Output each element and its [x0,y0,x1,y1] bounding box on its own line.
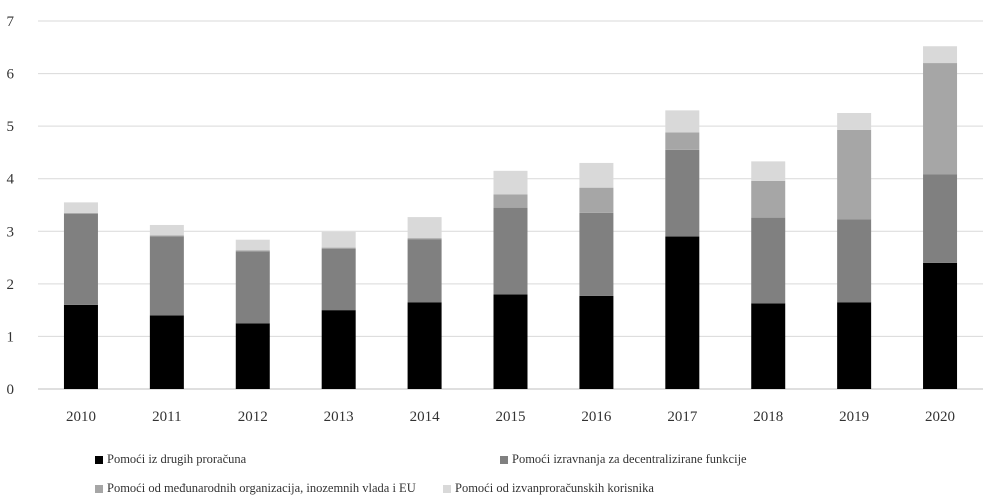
bar-segment-2017-series-0 [665,236,700,389]
bar-segment-2020-series-2 [923,63,958,175]
bar-segment-2013-series-3 [321,231,356,248]
y-tick-label: 0 [7,382,15,398]
y-axis: 0 1 2 3 4 5 6 7 [7,14,15,398]
bar-segment-2012-series-2 [235,250,270,252]
bar-segment-2020-series-0 [923,262,958,389]
x-tick-label: 2018 [753,409,783,425]
bar-segment-2019-series-1 [837,219,872,303]
bar-segment-2019-series-3 [837,113,872,130]
bar-segment-2014-series-3 [407,217,442,239]
y-tick-label: 1 [7,329,15,345]
y-tick-label: 7 [7,14,15,30]
bar-segment-2015-series-1 [493,207,528,295]
bar-segment-2017-series-3 [665,110,700,133]
bar-segment-2016-series-2 [579,187,614,213]
x-tick-label: 2019 [839,409,869,425]
x-tick-label: 2013 [324,409,354,425]
y-tick-label: 3 [7,224,15,240]
bar-segment-2012-series-3 [235,239,270,251]
bar-segment-2015-series-2 [493,194,528,208]
bar-segment-2012-series-1 [235,251,270,324]
bar-segment-2010-series-1 [63,213,98,305]
bars [63,46,958,389]
bar-segment-2014-series-0 [407,302,442,389]
x-tick-label: 2011 [152,409,181,425]
bar-segment-2010-series-0 [63,304,98,389]
bar-segment-2010-series-2 [63,212,98,214]
x-tick-label: 2017 [667,409,698,425]
bar-segment-2011-series-1 [149,236,184,316]
x-tick-label: 2015 [496,409,526,425]
y-tick-label: 5 [7,119,15,135]
bar-segment-2016-series-1 [579,212,614,296]
bar-segment-2019-series-2 [837,129,872,220]
x-tick-label: 2012 [238,409,268,425]
bar-segment-2018-series-3 [751,161,786,181]
bar-segment-2018-series-1 [751,217,786,304]
x-tick-label: 2014 [410,409,441,425]
bar-segment-2014-series-2 [407,238,442,240]
bar-segment-2015-series-0 [493,294,528,389]
bar-segment-2011-series-2 [149,235,184,237]
y-tick-label: 6 [7,67,15,83]
bar-segment-2020-series-3 [923,46,958,64]
bar-segment-2016-series-0 [579,295,614,389]
bar-segment-2013-series-0 [321,310,356,389]
y-tick-label: 4 [7,172,15,188]
bar-segment-2011-series-0 [149,315,184,389]
bar-segment-2013-series-2 [321,247,356,249]
y-tick-label: 2 [7,277,15,293]
x-tick-label: 2010 [66,409,96,425]
bar-segment-2018-series-2 [751,180,786,218]
bar-segment-2020-series-1 [923,174,958,263]
bar-segment-2017-series-1 [665,149,700,237]
bar-segment-2012-series-0 [235,323,270,389]
x-axis: 2010 2011 2012 2013 2014 2015 2016 2017 2018 2019… [66,409,955,425]
bar-segment-2018-series-0 [751,303,786,389]
bar-segment-2010-series-3 [63,202,98,213]
bar-segment-2014-series-1 [407,239,442,303]
bar-segment-2013-series-1 [321,248,356,311]
bar-segment-2017-series-2 [665,132,700,150]
bar-segment-2015-series-3 [493,170,528,195]
x-tick-label: 2020 [925,409,955,425]
bar-segment-2019-series-0 [837,302,872,389]
bar-segment-2011-series-3 [149,224,184,236]
x-tick-label: 2016 [581,409,612,425]
bar-segment-2016-series-3 [579,162,614,188]
